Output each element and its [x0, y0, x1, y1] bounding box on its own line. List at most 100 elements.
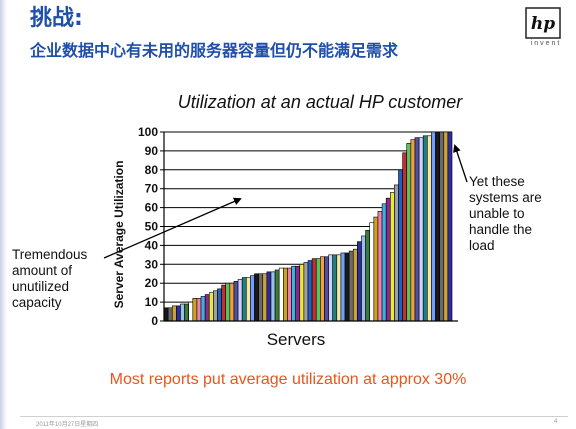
callout-overloaded-line: systems are — [469, 190, 542, 205]
bar — [258, 273, 264, 322]
bar — [245, 277, 251, 322]
arrow-unutilized — [103, 197, 242, 259]
bar — [192, 298, 198, 322]
bar — [410, 139, 416, 322]
bar — [241, 277, 247, 322]
bar — [295, 265, 301, 322]
bar — [418, 137, 424, 322]
bar — [311, 258, 317, 322]
hp-logo-icon: hp — [525, 7, 561, 39]
bar — [180, 303, 185, 322]
bar — [422, 135, 428, 322]
bar — [394, 184, 399, 322]
chart-arrows — [103, 144, 468, 259]
bar — [344, 252, 350, 322]
bar — [315, 258, 321, 322]
bar — [188, 301, 194, 322]
callout-overloaded: Yet these systems are unable to handle t… — [469, 174, 569, 254]
bar — [176, 305, 181, 322]
y-tick-label: 60 — [145, 201, 159, 215]
callout-unutilized-line: Tremendous — [12, 247, 88, 262]
bar — [184, 303, 189, 322]
y-axis-label: Server Average Utilization — [112, 161, 126, 309]
bar — [213, 290, 218, 322]
bar — [435, 131, 440, 322]
y-tick-label: 10 — [145, 295, 159, 309]
bar — [167, 307, 173, 322]
chart-bars — [163, 131, 453, 322]
bar — [287, 267, 292, 322]
bar — [303, 262, 309, 322]
slide-title: 挑战: — [30, 6, 83, 31]
bar — [389, 192, 395, 322]
y-tick-label: 90 — [145, 144, 159, 158]
hp-logo-tagline: invent — [530, 40, 562, 47]
y-tick-label: 80 — [145, 163, 159, 177]
bar — [217, 288, 222, 322]
callout-overloaded-line: load — [469, 238, 495, 253]
bar — [357, 241, 362, 322]
hp-logo: hp invent — [518, 6, 568, 50]
bar — [225, 282, 231, 322]
bar — [163, 307, 169, 322]
bar — [299, 263, 305, 322]
y-tick-label: 50 — [145, 220, 159, 234]
footer-divider — [20, 416, 568, 417]
bar — [204, 294, 210, 322]
page-number: 4 — [554, 419, 558, 425]
bar — [307, 260, 313, 322]
bar — [385, 197, 391, 322]
bar — [274, 269, 280, 322]
y-tick-label: 30 — [145, 257, 159, 271]
callout-unutilized-line: capacity — [12, 295, 62, 310]
bar — [233, 281, 239, 322]
bar — [414, 137, 420, 322]
bar — [443, 131, 449, 322]
bar — [278, 267, 284, 322]
bar — [328, 254, 333, 322]
y-tick-label: 40 — [145, 238, 159, 252]
bar — [381, 203, 387, 322]
y-tick-label: 100 — [138, 125, 158, 139]
bar — [291, 265, 296, 322]
chart-title: Utilization at an actual HP customer — [177, 92, 463, 112]
bar — [439, 131, 445, 322]
bar — [369, 222, 375, 322]
bar — [200, 296, 206, 322]
bar — [352, 248, 358, 322]
callout-overloaded-line: handle the — [469, 222, 533, 237]
callout-unutilized-line: amount of — [12, 263, 73, 278]
arrow-overloaded — [453, 144, 468, 183]
slide-subtitle: 企业数据中心有未用的服务器容量但仍不能满足需求 — [30, 41, 399, 60]
bar — [324, 256, 329, 322]
bar — [283, 267, 288, 322]
bar — [320, 256, 325, 322]
bar — [361, 235, 366, 322]
y-tick-label: 0 — [151, 314, 158, 328]
bar — [266, 271, 272, 322]
bar — [332, 254, 338, 322]
hp-logo-text: hp — [531, 14, 555, 34]
callout-unutilized: Tremendous amount of unutilized capacity — [12, 247, 112, 311]
callout-unutilized-line: unutilized — [12, 279, 70, 294]
bar — [221, 284, 227, 322]
bar — [365, 229, 371, 322]
bar — [254, 273, 259, 322]
bar — [377, 211, 383, 322]
bar — [262, 273, 268, 322]
chart-axes: 0 10 20 30 40 50 60 70 80 90 100 — [138, 125, 458, 328]
callout-overloaded-line: Yet these — [469, 174, 525, 189]
y-tick-label: 70 — [145, 182, 159, 196]
bar — [270, 271, 276, 322]
bar — [348, 250, 354, 322]
bar — [171, 305, 177, 322]
bar — [398, 169, 403, 322]
bar — [447, 131, 453, 322]
bar — [427, 135, 432, 322]
bar — [229, 282, 235, 322]
bar — [406, 143, 412, 322]
bar — [340, 252, 346, 322]
bar — [373, 216, 379, 322]
bar — [336, 254, 342, 322]
